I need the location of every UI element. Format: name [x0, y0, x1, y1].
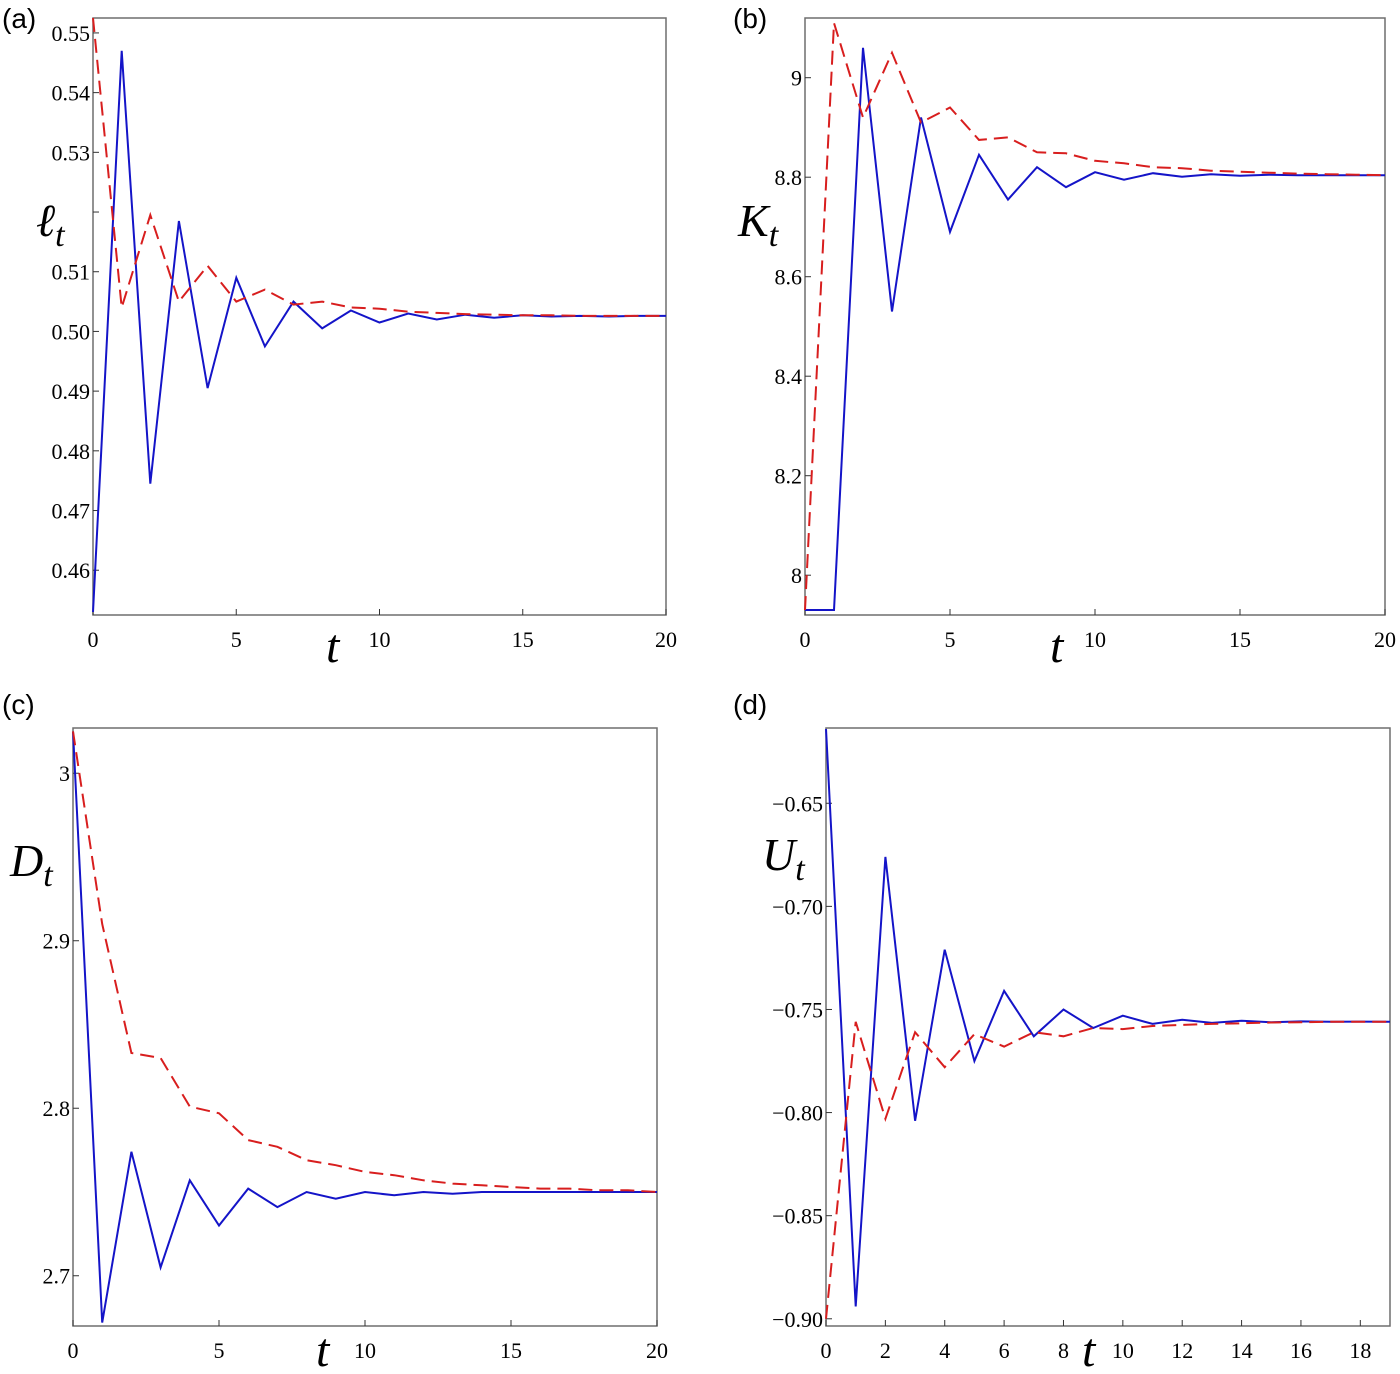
x-tick-label-a: 5 — [231, 627, 242, 652]
y-axis-label-a: ℓt — [36, 195, 66, 254]
panel-c: (c) 2.7 2.8 2.9 3 0 5 10 15 20 Dt t — [2, 689, 668, 1374]
y-tick-label-a: 0.50 — [52, 319, 91, 344]
y-tick-label-b: 8.2 — [775, 464, 803, 489]
x-tick-label-a: 10 — [369, 627, 391, 652]
dashed-series-a — [92, 17, 666, 317]
x-tick-label-d: 10 — [1112, 1338, 1134, 1363]
y-tick-label-a: 0.47 — [52, 499, 91, 524]
x-tick-label-b: 0 — [800, 627, 811, 652]
x-tick-label-a: 15 — [512, 627, 534, 652]
x-tick-label-d: 6 — [999, 1338, 1010, 1363]
y-tick-label-d: −0.75 — [772, 997, 823, 1022]
y-axis-label-b: Kt — [737, 195, 780, 254]
y-axis-label-c: Dt — [9, 835, 54, 894]
y-tick-label-d: −0.65 — [772, 791, 823, 816]
x-axis-label-a: t — [326, 620, 341, 673]
y-tick-label-c: 2.9 — [43, 929, 71, 954]
x-tick-label-d: 12 — [1171, 1338, 1193, 1363]
solid-series-c — [72, 731, 657, 1323]
x-tick-label-d: 18 — [1349, 1338, 1371, 1363]
x-tick-label-d: 8 — [1058, 1338, 1069, 1363]
y-tick-label-a: 0.48 — [52, 439, 91, 464]
y-tick-label-b: 8.8 — [775, 165, 803, 190]
x-tick-label-d: 16 — [1290, 1338, 1312, 1363]
panel-a: (a) 0.46 0.47 0.48 0.49 0.50 0.51 0.53 0.54 0.55 0… — [2, 3, 677, 673]
x-tick-label-b: 10 — [1084, 627, 1106, 652]
plot-frame-b — [804, 17, 1386, 616]
x-tick-label-b: 20 — [1374, 627, 1396, 652]
x-axis-label-d: t — [1082, 1324, 1097, 1374]
y-tick-label-a: 0.53 — [52, 140, 91, 165]
panel-b: (b) 8 8.2 8.4 8.6 8.8 9 0 5 10 15 20 Kt t — [733, 3, 1396, 673]
solid-series-b — [805, 47, 1385, 611]
y-tick-label-a: 0.49 — [52, 379, 91, 404]
y-tick-label-a: 0.51 — [52, 260, 91, 285]
y-tick-label-b: 8.4 — [775, 364, 803, 389]
y-tick-label-a: 0.46 — [52, 558, 91, 583]
panel-label-d: (d) — [733, 689, 767, 720]
y-tick-label-b: 8.6 — [775, 265, 803, 290]
x-tick-label-d: 2 — [880, 1338, 891, 1363]
y-tick-label-b: 8 — [791, 563, 802, 588]
x-tick-label-d: 4 — [939, 1338, 950, 1363]
plot-frame-c — [72, 727, 658, 1327]
panel-d: (d) −0.90 −0.85 −0.80 −0.75 −0.70 −0.65 0 2 4 6 8 10… — [733, 689, 1391, 1374]
x-tick-label-c: 0 — [68, 1338, 79, 1363]
y-tick-label-a: 0.54 — [52, 81, 91, 106]
dashed-series-c — [72, 731, 658, 1193]
x-tick-label-b: 5 — [945, 627, 956, 652]
y-tick-label-d: −0.70 — [772, 894, 823, 919]
x-tick-label-a: 0 — [88, 627, 99, 652]
x-tick-label-b: 15 — [1229, 627, 1251, 652]
panel-label-c: (c) — [2, 689, 35, 720]
x-tick-label-c: 10 — [354, 1338, 376, 1363]
dashed-series-d — [825, 1020, 1390, 1319]
x-tick-label-c: 20 — [646, 1338, 668, 1363]
y-tick-label-d: −0.80 — [772, 1101, 823, 1126]
panel-label-a: (a) — [2, 3, 36, 34]
solid-series-d — [825, 728, 1391, 1307]
x-tick-label-c: 15 — [500, 1338, 522, 1363]
solid-series-a — [92, 50, 666, 613]
y-tick-label-c: 2.8 — [43, 1096, 71, 1121]
x-tick-label-a: 20 — [655, 627, 677, 652]
x-tick-label-d: 0 — [821, 1338, 832, 1363]
y-axis-label-d: Ut — [762, 829, 806, 888]
y-tick-label-c: 2.7 — [43, 1264, 71, 1289]
x-axis-label-b: t — [1050, 620, 1065, 673]
x-axis-label-c: t — [316, 1324, 331, 1374]
plot-frame-d — [825, 727, 1391, 1327]
y-tick-label-a: 0.55 — [52, 21, 91, 46]
x-tick-label-d: 14 — [1231, 1338, 1253, 1363]
y-tick-label-b: 9 — [791, 66, 802, 91]
x-tick-label-c: 5 — [214, 1338, 225, 1363]
y-tick-label-d: −0.85 — [772, 1204, 823, 1229]
y-tick-label-c: 3 — [59, 761, 70, 786]
panel-label-b: (b) — [733, 3, 767, 34]
y-tick-label-d: −0.90 — [772, 1307, 823, 1332]
dashed-series-b — [804, 22, 1386, 611]
